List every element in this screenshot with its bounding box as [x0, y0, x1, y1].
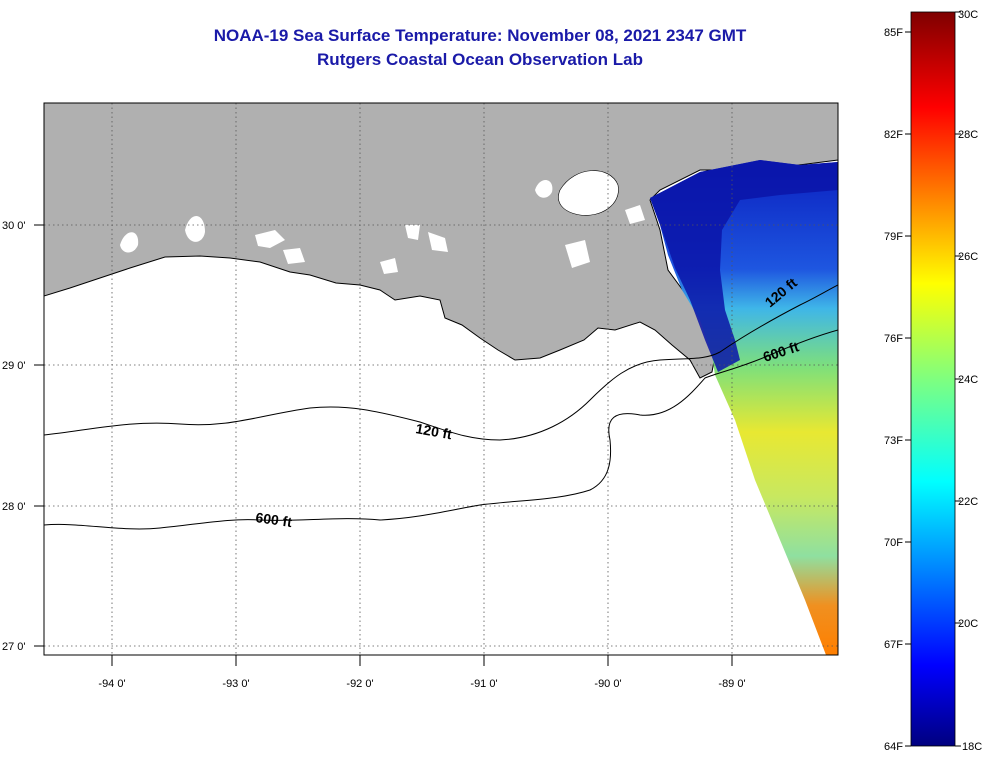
- sst-cold-nearshore: [650, 160, 838, 372]
- lat-tick-29: 29 0': [2, 360, 26, 372]
- cbar-label-64f: 64F: [884, 741, 903, 753]
- lon-tick-91: -91 0': [470, 678, 497, 690]
- frame-ticks: [34, 224, 733, 666]
- cbar-label-85f: 85F: [884, 27, 903, 39]
- cbar-label-22c: 22C: [958, 496, 978, 508]
- lat-tick-30: 30 0': [2, 220, 26, 232]
- contour-120ft: [44, 284, 838, 441]
- lat-tick-27: 27 0': [2, 641, 26, 653]
- lon-tick-94: -94 0': [98, 678, 125, 690]
- contour-label-120ft: 120 ft: [414, 420, 453, 442]
- cbar-label-76f: 76F: [884, 333, 903, 345]
- lon-tick-89: -89 0': [718, 678, 745, 690]
- lat-tick-28: 28 0': [2, 501, 26, 513]
- cbar-label-26c: 26C: [958, 251, 978, 263]
- cbar-label-79f: 79F: [884, 231, 903, 243]
- cbar-label-73f: 73F: [884, 435, 903, 447]
- cbar-label-82f: 82F: [884, 129, 903, 141]
- map-subtitle: Rutgers Coastal Ocean Observation Lab: [317, 50, 643, 69]
- graticule: [44, 103, 838, 655]
- cbar-label-20c: 20C: [958, 618, 978, 630]
- cloud-patches: [120, 170, 645, 274]
- cbar-label-30c: 30C: [958, 9, 978, 21]
- map-border: [43, 102, 839, 656]
- cbar-label-67f: 67F: [884, 639, 903, 651]
- contour-label-600ft: 600 ft: [255, 509, 294, 530]
- cbar-label-28c: 28C: [958, 129, 978, 141]
- colorbar: [910, 11, 956, 747]
- colorbar-ticks: [905, 11, 961, 747]
- cbar-label-70f: 70F: [884, 537, 903, 549]
- lon-tick-90: -90 0': [594, 678, 621, 690]
- map-title: NOAA-19 Sea Surface Temperature: Novembe…: [213, 26, 747, 45]
- lon-tick-92: -92 0': [346, 678, 373, 690]
- cbar-label-24c: 24C: [958, 374, 978, 386]
- lon-tick-93: -93 0': [222, 678, 249, 690]
- cbar-label-18c: 18C: [962, 741, 982, 753]
- contour-600ft: [44, 329, 838, 530]
